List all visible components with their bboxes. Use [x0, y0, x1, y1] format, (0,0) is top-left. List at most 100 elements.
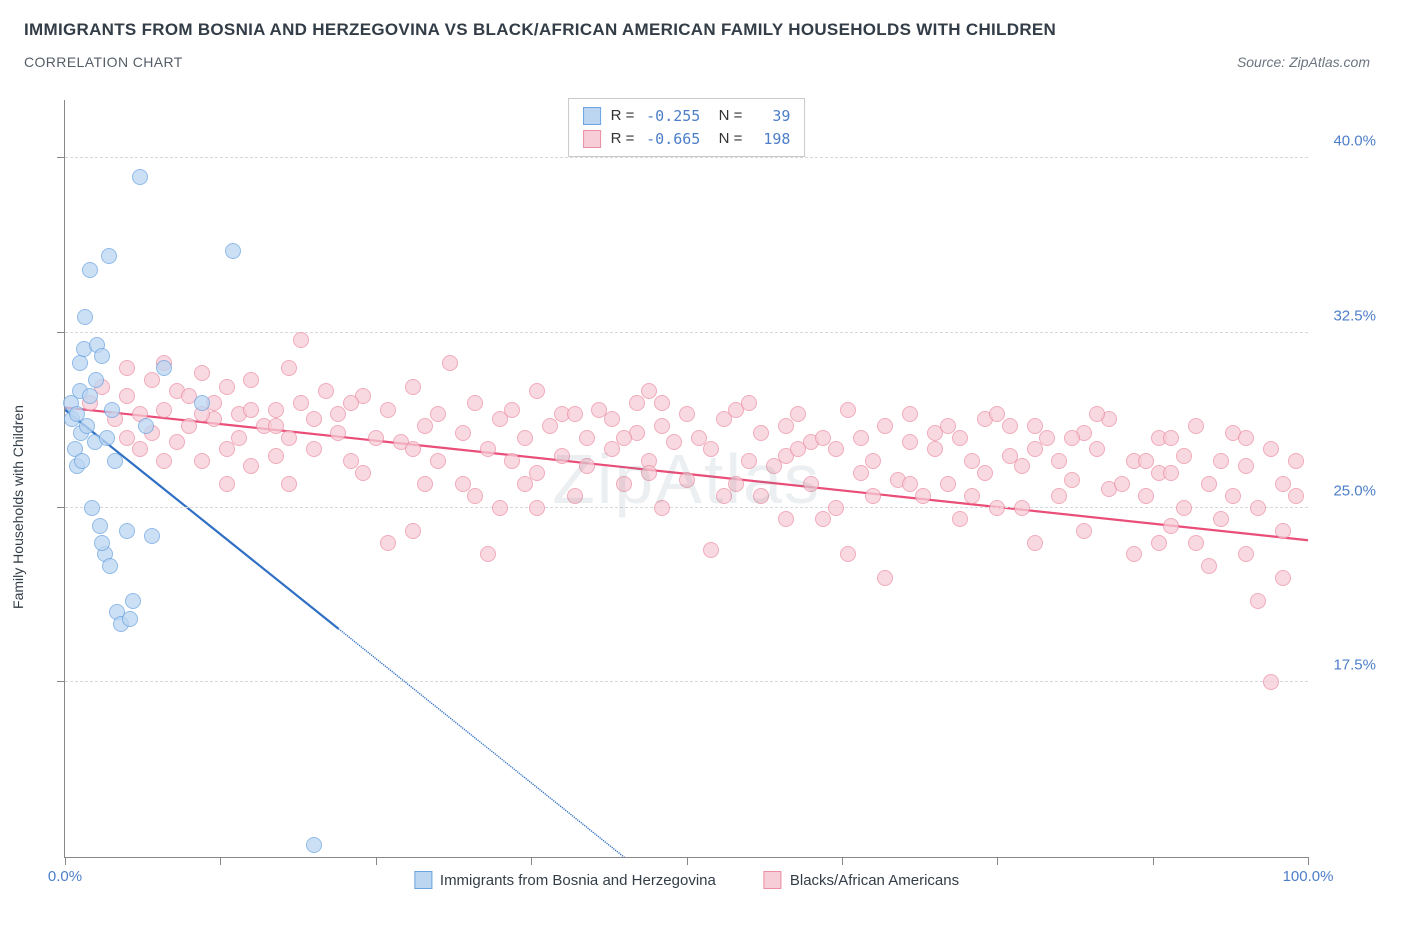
data-point-black [989, 500, 1005, 516]
data-point-black [641, 465, 657, 481]
legend-item-bosnia: Immigrants from Bosnia and Herzegovina [414, 871, 716, 889]
data-point-black [455, 425, 471, 441]
data-point-black [243, 458, 259, 474]
data-point-black [952, 430, 968, 446]
data-point-black [119, 360, 135, 376]
data-point-black [467, 488, 483, 504]
stat-n-value: 198 [752, 128, 790, 151]
data-point-bosnia [72, 355, 88, 371]
data-point-black [293, 332, 309, 348]
data-point-bosnia [306, 837, 322, 853]
data-point-black [1064, 472, 1080, 488]
data-point-black [119, 388, 135, 404]
data-point-black [268, 402, 284, 418]
data-point-black [877, 418, 893, 434]
data-point-black [679, 472, 695, 488]
data-point-bosnia [82, 262, 98, 278]
data-point-black [1163, 518, 1179, 534]
data-point-black [964, 488, 980, 504]
data-point-black [579, 430, 595, 446]
data-point-black [1051, 488, 1067, 504]
data-point-black [1039, 430, 1055, 446]
data-point-black [741, 453, 757, 469]
data-point-bosnia [84, 500, 100, 516]
data-point-black [169, 434, 185, 450]
data-point-black [156, 453, 172, 469]
legend-bottom: Immigrants from Bosnia and HerzegovinaBl… [414, 871, 959, 889]
data-point-black [194, 365, 210, 381]
chart-title: IMMIGRANTS FROM BOSNIA AND HERZEGOVINA V… [24, 20, 1382, 40]
data-point-black [517, 476, 533, 492]
data-point-black [654, 418, 670, 434]
data-point-black [902, 434, 918, 450]
data-point-black [1288, 453, 1304, 469]
data-point-black [330, 425, 346, 441]
data-point-black [480, 441, 496, 457]
data-point-black [243, 372, 259, 388]
correlation-stats-box: R =-0.255 N =39R =-0.665 N =198 [568, 98, 806, 157]
data-point-bosnia [138, 418, 154, 434]
data-point-black [1238, 430, 1254, 446]
data-point-black [1002, 418, 1018, 434]
data-point-black [654, 500, 670, 516]
y-tick [57, 332, 65, 333]
data-point-bosnia [104, 402, 120, 418]
data-point-black [194, 453, 210, 469]
data-point-black [840, 402, 856, 418]
stat-n-label: N = [710, 105, 742, 128]
swatch-bosnia [583, 107, 601, 125]
data-point-black [467, 395, 483, 411]
data-point-black [281, 476, 297, 492]
data-point-black [1089, 441, 1105, 457]
data-point-black [504, 453, 520, 469]
data-point-black [865, 488, 881, 504]
data-point-bosnia [122, 611, 138, 627]
subheader-row: CORRELATION CHART Source: ZipAtlas.com [24, 54, 1382, 70]
stats-row-black: R =-0.665 N =198 [583, 128, 791, 151]
data-point-bosnia [99, 430, 115, 446]
x-tick [997, 857, 998, 865]
data-point-black [1225, 488, 1241, 504]
data-point-black [430, 453, 446, 469]
data-point-black [417, 476, 433, 492]
data-point-black [1275, 570, 1291, 586]
data-point-black [343, 395, 359, 411]
gridline-h [65, 157, 1308, 158]
stats-row-bosnia: R =-0.255 N =39 [583, 105, 791, 128]
data-point-black [1250, 593, 1266, 609]
data-point-black [927, 441, 943, 457]
data-point-bosnia [77, 309, 93, 325]
data-point-black [604, 411, 620, 427]
plot-region: ZipAtlas R =-0.255 N =39R =-0.665 N =198… [64, 100, 1308, 858]
y-axis-label: Family Households with Children [10, 405, 26, 609]
data-point-bosnia [144, 528, 160, 544]
x-tick [65, 857, 66, 865]
data-point-black [231, 430, 247, 446]
data-point-black [119, 430, 135, 446]
data-point-bosnia [94, 535, 110, 551]
data-point-black [1263, 674, 1279, 690]
data-point-black [616, 476, 632, 492]
data-point-black [877, 570, 893, 586]
stat-r-label: R = [611, 128, 635, 151]
y-tick [57, 681, 65, 682]
swatch-black [583, 130, 601, 148]
data-point-black [293, 395, 309, 411]
data-point-black [1076, 523, 1092, 539]
data-point-black [181, 418, 197, 434]
data-point-bosnia [92, 518, 108, 534]
data-point-black [567, 488, 583, 504]
data-point-black [790, 441, 806, 457]
data-point-black [1201, 476, 1217, 492]
data-point-black [815, 511, 831, 527]
data-point-black [480, 546, 496, 562]
data-point-black [1114, 476, 1130, 492]
y-tick-label: 17.5% [1333, 657, 1376, 674]
data-point-black [144, 372, 160, 388]
data-point-black [778, 511, 794, 527]
data-point-black [368, 430, 384, 446]
chart-subtitle: CORRELATION CHART [24, 54, 183, 70]
data-point-black [741, 395, 757, 411]
data-point-black [517, 430, 533, 446]
data-point-black [1014, 500, 1030, 516]
